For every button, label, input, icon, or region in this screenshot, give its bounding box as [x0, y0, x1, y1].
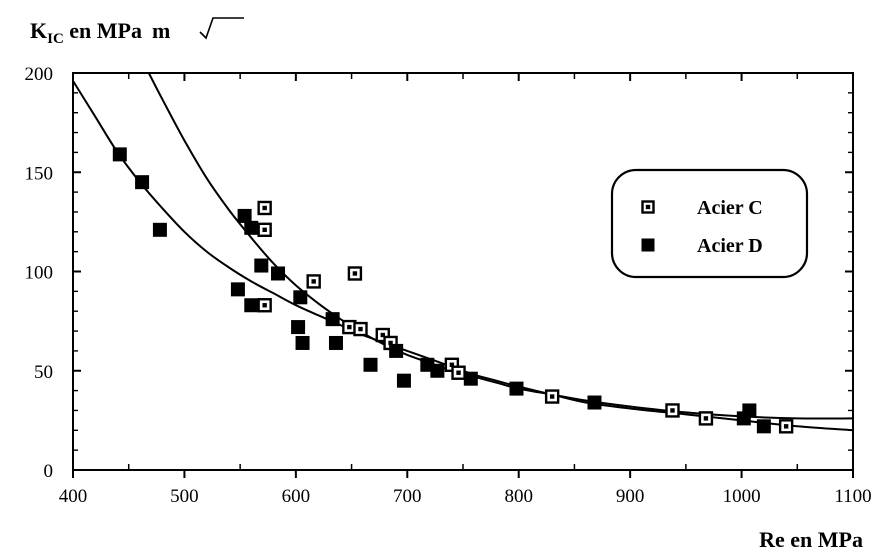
x-tick-label: 700 [393, 486, 422, 507]
data-point-acier-d [587, 395, 602, 410]
data-point-acier-c [257, 222, 272, 238]
legend-box [610, 168, 809, 279]
data-point-acier-d [293, 290, 308, 305]
data-point-acier-d [509, 381, 524, 396]
y-axis-title-rest: en MPa [64, 18, 142, 43]
data-point-acier-d [271, 266, 286, 281]
y-tick-label: 50 [34, 362, 53, 383]
data-point-acier-d [112, 147, 127, 162]
data-point-acier-d [756, 419, 771, 434]
data-point-acier-d [291, 320, 306, 335]
y-tick-label: 200 [25, 64, 54, 85]
x-axis-title: Re en MPa [759, 527, 863, 552]
y-axis-title-sqrt-arg: m [152, 18, 170, 43]
x-tick-label: 1100 [834, 486, 871, 507]
legend-marker-acier-d [641, 238, 655, 252]
data-point-acier-d [230, 282, 245, 297]
data-point-acier-d [135, 175, 150, 190]
x-tick-label: 800 [504, 486, 533, 507]
legend: Acier C Acier D [610, 168, 809, 279]
legend-label-acier-d: Acier D [697, 235, 763, 257]
data-point-acier-d [363, 357, 378, 372]
fit-curve-acier-d [73, 80, 853, 432]
data-point-acier-c [544, 389, 560, 404]
data-point-acier-c [451, 365, 466, 380]
data-point-acier-d [396, 373, 411, 388]
data-point-acier-d [295, 335, 310, 350]
fit-curves [73, 73, 853, 432]
y-axis-title-main: K [30, 18, 47, 43]
data-point-acier-d [736, 411, 751, 426]
data-points [112, 147, 794, 434]
legend-label-acier-c: Acier C [697, 197, 763, 219]
y-tick-label: 0 [44, 461, 54, 482]
x-tick-label: 400 [59, 486, 88, 507]
data-point-acier-d [237, 208, 252, 223]
y-axis-title-sub: IC [47, 31, 64, 47]
data-point-acier-d [244, 220, 259, 235]
x-tick-label: 1000 [723, 486, 761, 507]
x-tick-label: 500 [170, 486, 199, 507]
sqrt-symbol [199, 17, 244, 40]
y-tick-label: 150 [25, 163, 54, 184]
y-tick-label: 100 [25, 263, 54, 284]
data-point-acier-c [698, 411, 714, 426]
data-point-acier-c [257, 298, 272, 313]
fit-curve-acier-c [147, 73, 853, 420]
data-point-acier-c [347, 266, 363, 281]
data-point-acier-d [389, 343, 404, 358]
axis-ticks [72, 72, 854, 478]
x-tick-label: 900 [616, 486, 645, 507]
data-point-acier-d [430, 363, 445, 378]
data-point-acier-d [254, 258, 269, 273]
data-point-acier-c [306, 274, 321, 289]
data-point-acier-d [463, 371, 478, 386]
x-tick-label: 600 [282, 486, 311, 507]
data-point-acier-d [328, 335, 343, 350]
data-point-acier-c [353, 321, 368, 337]
data-point-acier-c [665, 403, 680, 418]
data-point-acier-c [778, 419, 794, 434]
y-axis-title: KIC en MPa m [30, 17, 244, 47]
data-point-acier-d [152, 222, 167, 237]
tick-labels: 400 500 600 700 800 900 1000 1100 0 50 100 150 200 [25, 64, 872, 507]
data-point-acier-d [325, 312, 340, 327]
data-point-acier-c [257, 200, 272, 216]
data-point-acier-d [244, 298, 259, 313]
legend-marker-acier-c [641, 200, 655, 214]
